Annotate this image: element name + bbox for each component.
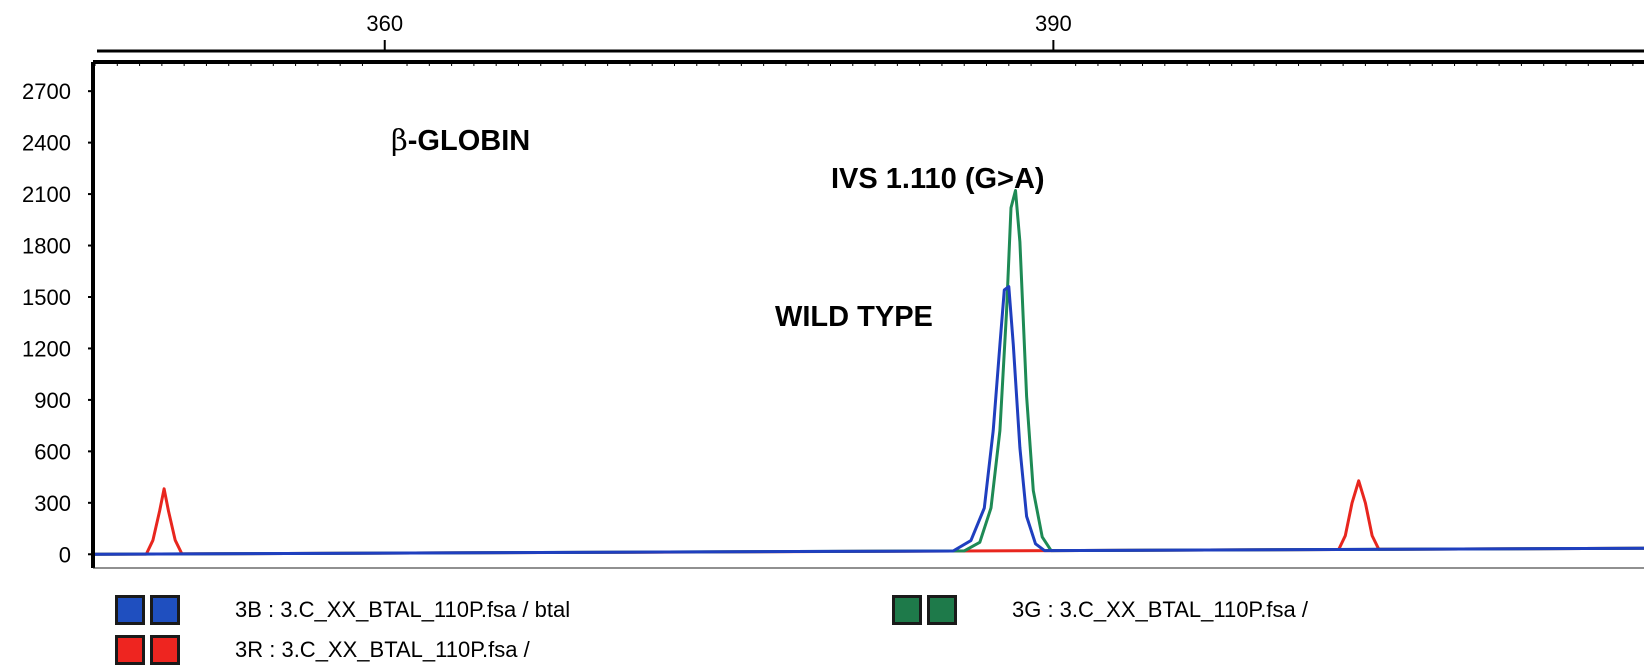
y-tick-label: 2100: [22, 182, 71, 207]
y-axis: 0 300 600 900 1200 1500 1800 2100 2400 2700: [22, 73, 95, 567]
title-rest: -GLOBIN: [408, 125, 530, 157]
x-tick-label: 360: [366, 11, 403, 36]
series-trace: [94, 189, 1644, 556]
y-tick-label: 1800: [22, 234, 71, 259]
y-tick-label: 300: [34, 491, 71, 516]
legend-item-red: 3R : 3.C_XX_BTAL_110P.fsa /: [115, 635, 530, 665]
legend-item-green: 3G : 3.C_XX_BTAL_110P.fsa /: [892, 595, 1308, 625]
red-swatch: [115, 635, 145, 665]
blue-swatch: [115, 595, 145, 625]
chart-title: β-GLOBIN: [391, 123, 530, 157]
legend-label-red: 3R : 3.C_XX_BTAL_110P.fsa /: [235, 637, 530, 662]
green-swatch: [927, 595, 957, 625]
series-layer: [94, 189, 1644, 556]
annotation-wild-type: WILD TYPE: [775, 301, 933, 333]
series-trace: [94, 285, 1644, 556]
y-tick-label: 600: [34, 439, 71, 464]
x-tick-label: 390: [1035, 11, 1072, 36]
blue-swatch: [150, 595, 180, 625]
red-swatch: [150, 635, 180, 665]
beta-symbol: β: [391, 123, 408, 157]
x-axis: 360 390: [94, 11, 1634, 66]
y-tick-label: 2400: [22, 131, 71, 156]
annotation-ivs: IVS 1.110 (G>A): [831, 163, 1045, 195]
y-tick-label: 2700: [22, 79, 71, 104]
y-tick-label: 1200: [22, 336, 71, 361]
y-tick-label: 900: [34, 388, 71, 413]
legend-label-blue: 3B : 3.C_XX_BTAL_110P.fsa / btal: [235, 597, 571, 622]
legend-item-blue: 3B : 3.C_XX_BTAL_110P.fsa / btal: [115, 595, 570, 625]
legend-label-green: 3G : 3.C_XX_BTAL_110P.fsa /: [1012, 597, 1308, 622]
plot-frame: [91, 49, 1644, 569]
green-swatch: [892, 595, 922, 625]
y-tick-label: 1500: [22, 285, 71, 310]
y-tick-label: 0: [59, 542, 71, 567]
series-trace: [94, 479, 1644, 556]
